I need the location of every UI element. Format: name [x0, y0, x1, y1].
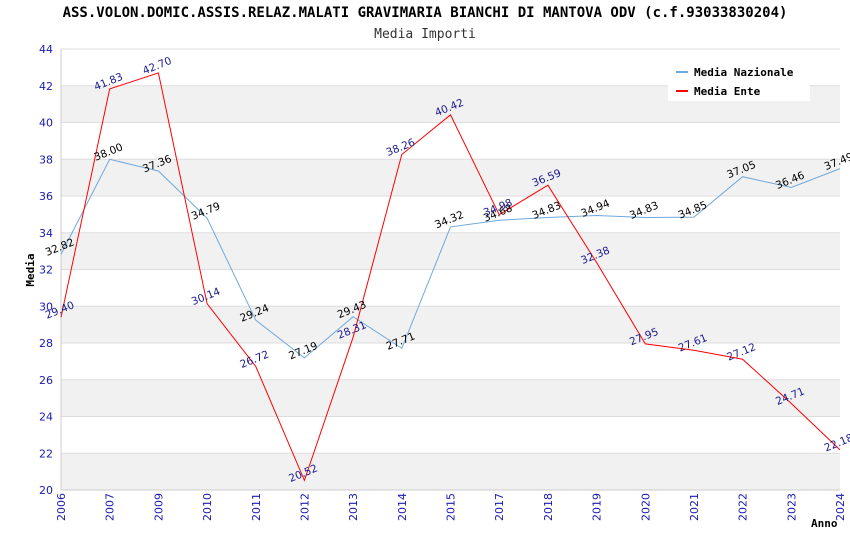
- x-tick-label: 2023: [785, 493, 798, 521]
- y-tick-label: 20: [39, 484, 53, 497]
- y-tick-label: 40: [39, 117, 53, 130]
- x-tick-label: 2009: [152, 493, 165, 521]
- data-label-nazionale: 34.85: [677, 199, 709, 221]
- y-tick-label: 22: [39, 447, 53, 460]
- x-tick-label: 2012: [298, 493, 311, 521]
- data-label-ente: 30.14: [190, 286, 223, 309]
- legend-label-ente: Media Ente: [694, 85, 761, 98]
- grid-bands: [61, 85, 840, 490]
- y-axis-ticks: 20 22 24 26 28 30 32 34 36 38 40 42 44: [39, 43, 53, 497]
- data-label-nazionale: 34.94: [579, 197, 612, 220]
- data-label-ente: 26.72: [238, 349, 270, 371]
- grid-band: [61, 159, 840, 196]
- chart-title: ASS.VOLON.DOMIC.ASSIS.RELAZ.MALATI GRAVI…: [62, 5, 788, 21]
- grid-band: [61, 379, 840, 417]
- y-tick-label: 24: [39, 411, 53, 424]
- x-tick-label: 2011: [250, 493, 263, 521]
- axes: [60, 49, 840, 491]
- y-tick-label: 34: [39, 227, 53, 240]
- chart-subtitle: Media Importi: [374, 27, 476, 42]
- x-tick-label: 2019: [591, 493, 604, 521]
- y-tick-label: 26: [39, 374, 53, 387]
- x-tick-label: 2017: [493, 493, 506, 521]
- x-tick-label: 2020: [639, 493, 652, 521]
- y-tick-label: 42: [39, 80, 53, 93]
- series-line-nazionale: [60, 158, 841, 359]
- data-label-nazionale: 34.79: [190, 200, 222, 222]
- grid-band: [61, 453, 840, 490]
- data-label-nazionale: 34.83: [628, 200, 660, 222]
- x-tick-label: 2024: [834, 493, 847, 521]
- x-tick-label: 2021: [688, 493, 701, 521]
- x-tick-label: 2006: [55, 493, 68, 521]
- x-tick-label: 2018: [542, 493, 555, 521]
- data-label-ente: 42.70: [141, 55, 173, 77]
- y-axis-label: Media: [24, 253, 37, 286]
- y-tick-label: 38: [39, 153, 53, 166]
- data-label-nazionale: 34.32: [433, 209, 465, 231]
- grid-band: [61, 232, 840, 270]
- data-label-nazionale: 34.83: [531, 200, 563, 222]
- x-tick-label: 2014: [396, 493, 409, 521]
- x-tick-label: 2013: [347, 493, 360, 521]
- series-lines: [60, 72, 841, 482]
- x-tick-label: 2015: [445, 493, 458, 521]
- x-axis-label: Anno: [811, 517, 838, 530]
- data-label-ente: 38.26: [385, 136, 418, 159]
- grid-band: [61, 306, 840, 343]
- data-label-ente: 27.12: [725, 341, 757, 363]
- y-tick-label: 36: [39, 190, 53, 203]
- y-tick-label: 30: [39, 300, 53, 313]
- series-line-ente: [60, 72, 841, 482]
- legend-label-nazionale: Media Nazionale: [694, 66, 794, 79]
- y-tick-label: 28: [39, 337, 53, 350]
- data-label-ente: 22.18: [823, 432, 850, 454]
- y-tick-label: 44: [39, 43, 53, 56]
- x-tick-label: 2007: [104, 493, 117, 521]
- x-tick-label: 2022: [737, 493, 750, 521]
- x-axis-ticks: 2006 2007 2009 2010 2011 2012 2013 2014 2015 2017…: [55, 493, 847, 521]
- legend-box: [668, 59, 810, 101]
- x-tick-label: 2010: [201, 493, 214, 521]
- y-tick-label: 32: [39, 264, 53, 277]
- legend: Media Nazionale Media Ente: [668, 59, 810, 101]
